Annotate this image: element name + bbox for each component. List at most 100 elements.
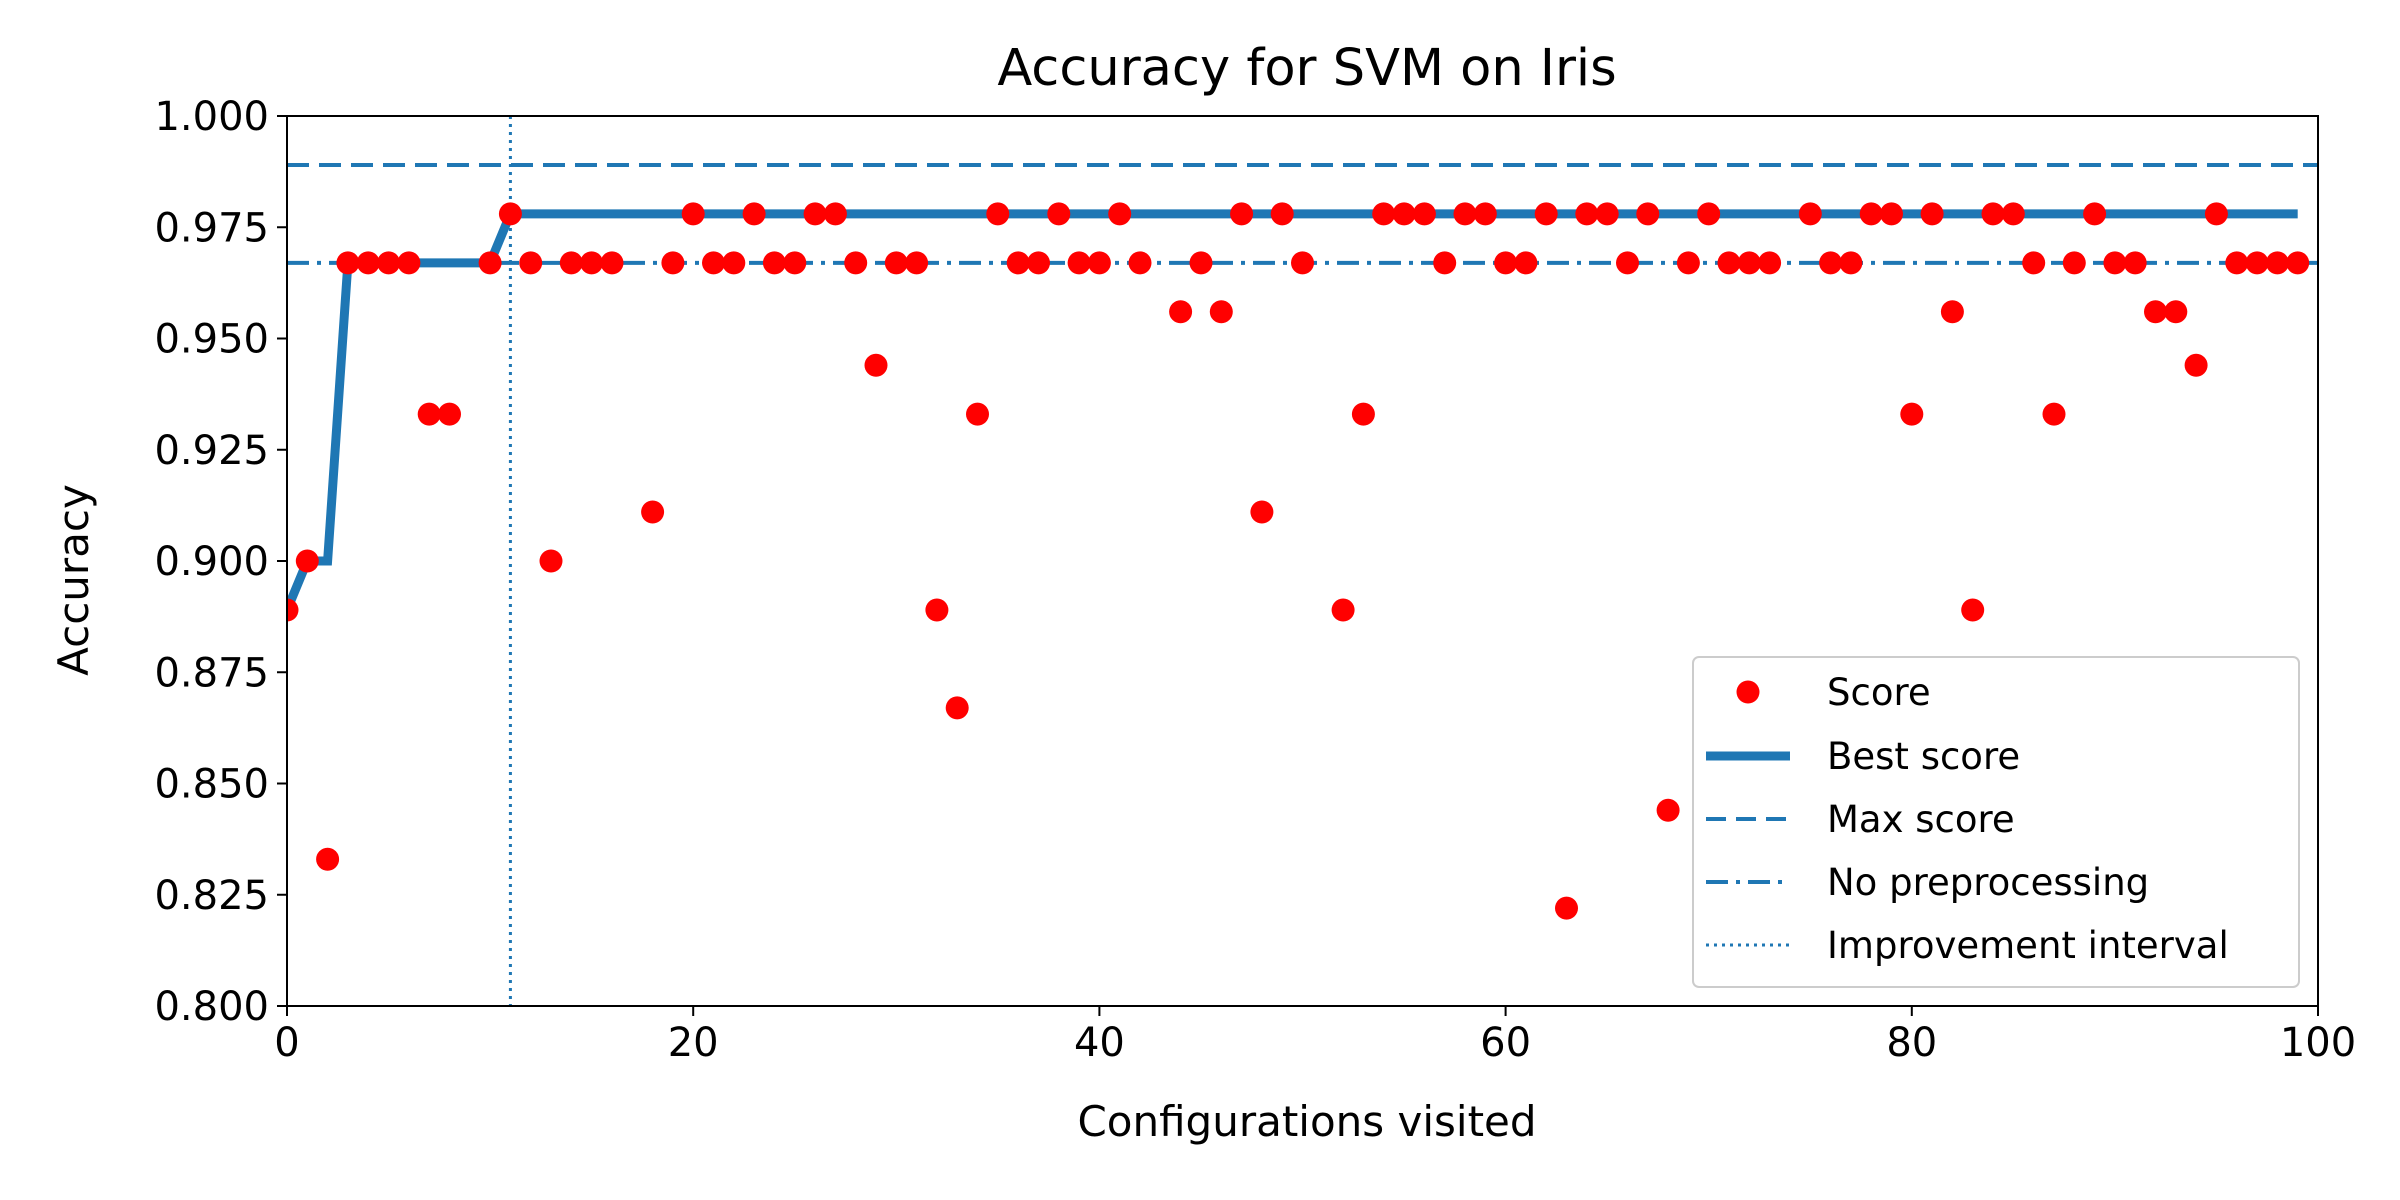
score-point — [1250, 500, 1274, 524]
score-point — [2022, 251, 2046, 275]
y-axis-ticks: 0.800 0.825 0.850 0.875 0.900 0.925 0.950 0.975… — [154, 94, 287, 1030]
score-point — [1372, 202, 1396, 226]
score-point — [844, 251, 868, 275]
score-point — [1067, 251, 1091, 275]
score-points — [287, 202, 2310, 920]
legend-label: Max score — [1827, 798, 2015, 841]
score-point — [1006, 251, 1030, 275]
x-tick-label: 100 — [2280, 1020, 2356, 1066]
score-point — [1412, 202, 1436, 226]
score-point — [498, 202, 522, 226]
score-point — [519, 251, 543, 275]
score-point — [295, 549, 319, 573]
y-tick-label: 0.925 — [154, 428, 269, 474]
score-point — [1331, 598, 1355, 622]
score-point — [905, 251, 929, 275]
score-point — [1758, 251, 1782, 275]
score-point — [1798, 202, 1822, 226]
legend-label: No preprocessing — [1827, 861, 2149, 904]
score-point — [2083, 202, 2107, 226]
score-point — [2286, 251, 2310, 275]
score-point — [2245, 251, 2269, 275]
score-point — [2103, 251, 2127, 275]
score-point — [945, 696, 969, 720]
score-point — [377, 251, 401, 275]
score-point — [2062, 251, 2086, 275]
y-axis-label: Accuracy — [49, 484, 98, 676]
y-tick-label: 0.800 — [154, 984, 269, 1030]
score-point — [1392, 202, 1416, 226]
score-point — [2042, 402, 2066, 426]
score-point — [925, 598, 949, 622]
x-axis-label: Configurations visited — [1077, 1097, 1536, 1146]
score-point — [2164, 300, 2188, 324]
y-tick-label: 1.000 — [154, 94, 269, 140]
chart-title: Accuracy for SVM on Iris — [997, 39, 1616, 98]
y-tick-label: 0.825 — [154, 873, 269, 919]
score-point — [864, 353, 888, 377]
score-point — [1169, 300, 1193, 324]
score-point — [1636, 202, 1660, 226]
y-tick-label: 0.850 — [154, 762, 269, 808]
score-point — [1961, 598, 1985, 622]
legend-label: Improvement interval — [1827, 924, 2229, 967]
score-point — [661, 251, 685, 275]
score-point — [1880, 202, 1903, 226]
y-tick-label: 0.975 — [154, 205, 269, 251]
score-point — [1473, 202, 1497, 226]
score-point — [1494, 251, 1518, 275]
x-tick-label: 20 — [668, 1020, 719, 1066]
score-point — [783, 251, 807, 275]
score-point — [1595, 202, 1619, 226]
score-point — [1656, 798, 1680, 822]
score-point — [884, 251, 908, 275]
x-tick-label: 0 — [274, 1020, 299, 1066]
score-point — [1717, 251, 1741, 275]
legend-score-marker — [1736, 680, 1760, 704]
score-point — [1981, 202, 2005, 226]
score-point — [762, 251, 786, 275]
score-point — [702, 251, 725, 275]
score-point — [1291, 251, 1314, 275]
score-point — [2184, 353, 2208, 377]
score-point — [1230, 202, 1254, 226]
score-point — [1047, 202, 1071, 226]
score-point — [641, 500, 665, 524]
score-point — [681, 202, 705, 226]
score-point — [2144, 300, 2167, 324]
x-tick-label: 80 — [1886, 1020, 1937, 1066]
x-tick-label: 40 — [1074, 1020, 1125, 1066]
score-point — [1697, 202, 1721, 226]
score-point — [580, 251, 604, 275]
x-axis-ticks: 0 20 40 60 80 100 — [274, 1006, 2356, 1066]
legend-box — [1692, 656, 2300, 988]
score-point — [438, 402, 461, 426]
score-point — [356, 251, 380, 275]
y-tick-label: 0.875 — [154, 650, 269, 696]
score-point — [397, 251, 421, 275]
score-point — [1351, 402, 1375, 426]
score-point — [1839, 251, 1863, 275]
score-point — [803, 202, 827, 226]
score-point — [1128, 251, 1152, 275]
y-tick-label: 0.900 — [154, 539, 269, 585]
legend-label: Score — [1827, 671, 1931, 714]
score-point — [1676, 251, 1700, 275]
score-point — [966, 402, 989, 426]
score-point — [1920, 202, 1944, 226]
legend: Score Best score Max score No preprocessing… — [1692, 656, 2300, 988]
score-point — [1940, 300, 1964, 324]
score-point — [1737, 251, 1761, 275]
score-point — [1534, 202, 1558, 226]
score-point — [1087, 251, 1111, 275]
score-point — [336, 251, 360, 275]
score-point — [316, 847, 340, 871]
score-point — [287, 598, 299, 622]
score-point — [539, 549, 563, 573]
score-point — [2123, 251, 2147, 275]
score-point — [1453, 202, 1477, 226]
score-point — [559, 251, 583, 275]
score-point — [2001, 202, 2025, 226]
plot-area — [287, 116, 2318, 1006]
